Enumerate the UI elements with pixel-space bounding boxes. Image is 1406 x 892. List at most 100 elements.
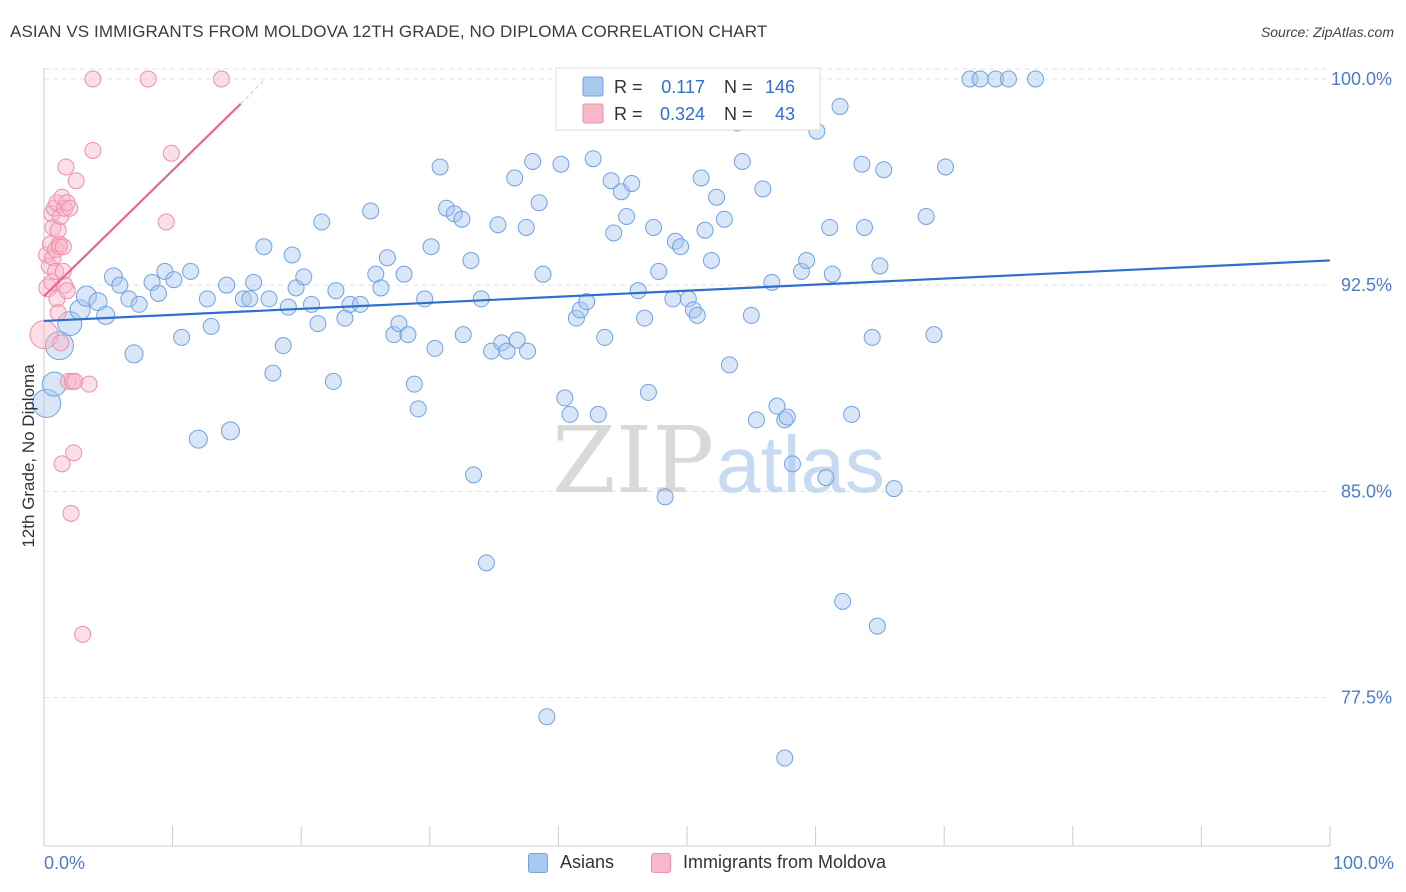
- asians-point-22: [218, 276, 236, 294]
- asians-point-135: [925, 326, 943, 344]
- asians-point-39: [327, 282, 345, 300]
- legend-bottom: Asians Immigrants from Moldova: [0, 852, 1406, 878]
- moldova-point-23: [54, 262, 72, 280]
- asians-point-96: [664, 290, 682, 308]
- asians-point-14: [149, 284, 167, 302]
- asians-point-136: [936, 158, 954, 176]
- moldova-point-38: [84, 141, 102, 159]
- asians-point-119: [798, 251, 816, 269]
- asians-point-59: [453, 210, 471, 228]
- asians-point-36: [309, 315, 327, 333]
- asians-point-51: [405, 375, 423, 393]
- asians-point-126: [843, 405, 861, 423]
- asians-point-30: [274, 337, 292, 355]
- asians-point-141: [1027, 70, 1045, 88]
- asians-point-73: [530, 194, 548, 212]
- asians-point-95: [656, 488, 674, 506]
- asians-point-85: [602, 172, 620, 190]
- asians-point-101: [688, 306, 706, 324]
- asians-point-86: [605, 224, 623, 242]
- asians-point-82: [584, 150, 602, 168]
- asians-point-12: [124, 344, 144, 364]
- asians-point-21: [188, 429, 208, 449]
- moldova-point-36: [74, 625, 92, 643]
- moldova-point-22: [54, 238, 72, 256]
- asians-point-35: [302, 295, 320, 313]
- moldova-point-14: [49, 221, 67, 239]
- asians-point-124: [831, 97, 849, 115]
- legend-swatch-moldova-bottom: [651, 852, 671, 873]
- asians-point-68: [498, 342, 516, 360]
- legend-label-moldova: Immigrants from Moldova: [683, 852, 887, 872]
- asians-point-18: [182, 262, 200, 280]
- y-tick-label-3: 100.0%: [1331, 69, 1392, 89]
- watermark-zip: ZIP: [552, 407, 714, 514]
- asians-point-5: [75, 285, 97, 307]
- asians-point-54: [422, 238, 440, 256]
- asians-point-90: [629, 282, 647, 300]
- asians-point-69: [506, 169, 524, 187]
- moldova-point-30: [61, 199, 79, 217]
- asians-point-74: [534, 265, 552, 283]
- asians-point-78: [561, 405, 579, 423]
- asians-point-71: [517, 218, 535, 236]
- asians-point-115: [776, 411, 794, 429]
- moldova-point-19: [52, 334, 70, 352]
- asians-point-43: [362, 202, 380, 220]
- asians-point-131: [871, 257, 889, 275]
- trend-line-asians: [43, 259, 1331, 323]
- asians-point-49: [395, 265, 413, 283]
- asians-point-76: [552, 155, 570, 173]
- asians-point-62: [465, 466, 483, 484]
- asians-point-117: [783, 455, 801, 473]
- asians-point-32: [283, 246, 301, 264]
- asians-point-60: [454, 326, 472, 344]
- moldova-point-40: [139, 70, 157, 88]
- y-tick-label-2: 92.5%: [1341, 275, 1392, 295]
- asians-point-121: [817, 469, 835, 487]
- legend-swatch-moldova: [582, 103, 604, 124]
- asians-point-143: [519, 342, 537, 360]
- asians-point-1: [41, 371, 67, 397]
- asians-point-133: [885, 480, 903, 498]
- asians-point-84: [596, 328, 614, 346]
- asians-point-24: [234, 290, 252, 308]
- asians-point-2: [44, 331, 74, 361]
- legend-swatch-asians: [582, 76, 604, 97]
- moldova-point-41: [162, 144, 180, 162]
- asians-point-10: [120, 290, 138, 308]
- asians-point-48: [390, 315, 408, 333]
- moldova-point-26: [57, 158, 75, 176]
- moldova-point-37: [80, 375, 98, 393]
- gridlines: [44, 68, 1330, 699]
- asians-point-130: [868, 617, 886, 635]
- asians-point-66: [489, 216, 507, 234]
- moldova-point-28: [58, 282, 76, 300]
- watermark: ZIP atlas: [552, 407, 885, 514]
- asians-point-75: [538, 708, 556, 726]
- asians-point-20: [202, 317, 220, 335]
- legend-r-value-asians: 0.117: [661, 77, 705, 97]
- asians-point-128: [855, 218, 873, 236]
- asians-point-26: [241, 290, 259, 308]
- trend-line-moldova-extension: [240, 78, 266, 105]
- asians-point-104: [702, 251, 720, 269]
- asians-point-8: [103, 267, 123, 287]
- asians-point-45: [372, 279, 390, 297]
- asians-point-46: [378, 249, 396, 267]
- trend-lines: [43, 78, 1331, 323]
- asians-point-107: [720, 356, 738, 374]
- legend-r-label-moldova: R =: [614, 104, 643, 124]
- moldova-point-33: [65, 444, 83, 462]
- legend-item-asians[interactable]: Asians: [528, 852, 614, 873]
- legend-r-value-moldova: 0.324: [660, 104, 705, 124]
- asians-point-29: [264, 364, 282, 382]
- asians-point-111: [747, 411, 765, 429]
- asians-point-106: [715, 210, 733, 228]
- legend-n-value-asians: 146: [765, 77, 795, 97]
- legend-item-moldova[interactable]: Immigrants from Moldova: [651, 852, 886, 873]
- legend-r-label-asians: R =: [614, 77, 643, 97]
- asians-point-17: [173, 328, 191, 346]
- moldova-point-42: [157, 213, 175, 231]
